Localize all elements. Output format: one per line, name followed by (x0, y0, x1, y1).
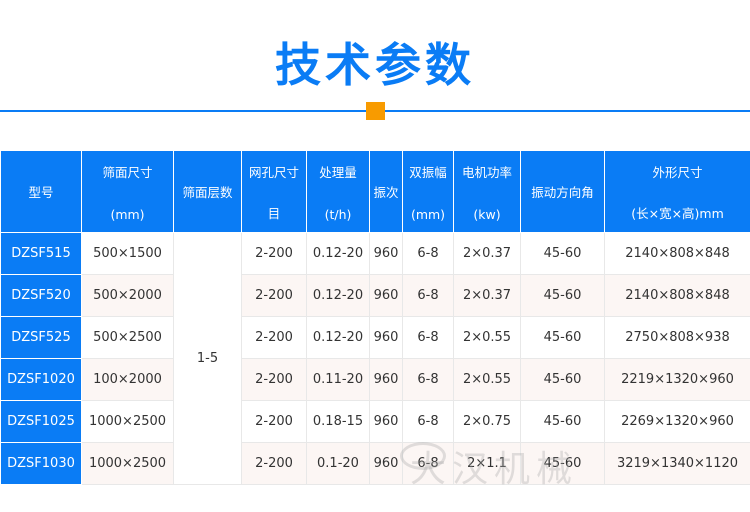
header-frequency: 振次 (369, 150, 403, 233)
layers-cell: 1-5 (173, 232, 242, 485)
header-unit: (kw) (473, 206, 501, 222)
power-cell: 2×0.37 (453, 232, 521, 275)
frequency-cell: 960 (369, 316, 403, 359)
table-row: DZSF515 500×1500 1-5 2-200 0.12-20 960 6-8 2×0.… (0, 232, 750, 485)
power-cell: 2×0.55 (453, 358, 521, 401)
screen-size-cell: 500×1500 (81, 232, 174, 275)
screen-size-cell: 1000×2500 (81, 400, 174, 443)
watermark-logo-icon (400, 442, 446, 470)
page-title: 技术参数 (275, 38, 475, 92)
header-angle: 振动方向角 (520, 150, 605, 233)
mesh-cell: 2-200 (241, 274, 307, 317)
mesh-cell: 2-200 (241, 400, 307, 443)
dimensions-cell: 3219×1340×1120 (604, 442, 750, 485)
header-label: 处理量 (319, 164, 357, 180)
amplitude-cell: 6-8 (402, 316, 454, 359)
header-model: 型号 (0, 150, 82, 233)
model-cell: DZSF520 (0, 274, 82, 317)
capacity-cell: 0.1-20 (306, 442, 370, 485)
mesh-cell: 2-200 (241, 316, 307, 359)
header-mesh: 网孔尺寸目 (241, 150, 307, 233)
mesh-cell: 2-200 (241, 442, 307, 485)
header-label: 电机功率 (461, 164, 512, 180)
power-cell: 2×0.55 (453, 316, 521, 359)
frequency-cell: 960 (369, 442, 403, 485)
table-row: DZSF520 500×2000 2-200 0.12-20 960 6-8 2×0.37 4… (0, 274, 750, 317)
divider-marker (366, 102, 385, 120)
angle-cell: 45-60 (520, 316, 605, 359)
header-row: 型号 筛面尺寸 (mm) 筛面层数 网孔尺寸目 处理量 (t/h) 振次 双振幅 (m… (0, 150, 750, 233)
table-row: DZSF1030 1000×2500 2-200 0.1-20 960 6-8 2×1.1 4… (0, 442, 750, 485)
angle-cell: 45-60 (520, 442, 605, 485)
frequency-cell: 960 (369, 400, 403, 443)
table-row: DZSF1025 1000×2500 2-200 0.18-15 960 6-8 2×0.7… (0, 400, 750, 443)
header-power: 电机功率 (kw) (453, 150, 521, 233)
angle-cell: 45-60 (520, 400, 605, 443)
frequency-cell: 960 (369, 358, 403, 401)
header-label: 筛面尺寸 (102, 164, 153, 180)
frequency-cell: 960 (369, 232, 403, 275)
screen-size-cell: 500×2000 (81, 274, 174, 317)
header-label: 双振幅 (409, 164, 447, 180)
amplitude-cell: 6-8 (402, 274, 454, 317)
spec-table: 型号 筛面尺寸 (mm) 筛面层数 网孔尺寸目 处理量 (t/h) 振次 双振幅 (m… (0, 150, 750, 485)
power-cell: 2×1.1 (453, 442, 521, 485)
model-cell: DZSF515 (0, 232, 82, 275)
header-capacity: 处理量 (t/h) (306, 150, 370, 233)
angle-cell: 45-60 (520, 232, 605, 275)
capacity-cell: 0.18-15 (306, 400, 370, 443)
angle-cell: 45-60 (520, 358, 605, 401)
dimensions-cell: 2219×1320×960 (604, 358, 750, 401)
dimensions-cell: 2750×808×938 (604, 316, 750, 359)
model-cell: DZSF1020 (0, 358, 82, 401)
dimensions-cell: 2140×808×848 (604, 232, 750, 275)
frequency-cell: 960 (369, 274, 403, 317)
capacity-cell: 0.12-20 (306, 232, 370, 275)
header-screen-size: 筛面尺寸 (mm) (81, 150, 174, 233)
model-cell: DZSF1030 (0, 442, 82, 485)
dimensions-cell: 2269×1320×960 (604, 400, 750, 443)
header-unit: (mm) (110, 206, 145, 222)
power-cell: 2×0.37 (453, 274, 521, 317)
amplitude-cell: 6-8 (402, 358, 454, 401)
model-cell: DZSF525 (0, 316, 82, 359)
header-layers: 筛面层数 (173, 150, 242, 233)
header-unit: (长×宽×高)mm (631, 205, 724, 221)
header-label: 外形尺寸 (652, 164, 703, 180)
capacity-cell: 0.12-20 (306, 316, 370, 359)
model-cell: DZSF1025 (0, 400, 82, 443)
header-dimensions: 外形尺寸 (长×宽×高)mm (604, 150, 750, 233)
angle-cell: 45-60 (520, 274, 605, 317)
capacity-cell: 0.12-20 (306, 274, 370, 317)
header-unit: 目 (267, 205, 281, 221)
header-unit: (t/h) (324, 206, 352, 222)
capacity-cell: 0.11-20 (306, 358, 370, 401)
table-row: DZSF525 500×2500 2-200 0.12-20 960 6-8 2×0.55 4… (0, 316, 750, 359)
mesh-cell: 2-200 (241, 358, 307, 401)
header-amplitude: 双振幅 (mm) (402, 150, 454, 233)
header-label: 网孔尺寸 (248, 164, 299, 180)
dimensions-cell: 2140×808×848 (604, 274, 750, 317)
amplitude-cell: 6-8 (402, 232, 454, 275)
mesh-cell: 2-200 (241, 232, 307, 275)
screen-size-cell: 1000×2500 (81, 442, 174, 485)
table-row: DZSF1020 100×2000 2-200 0.11-20 960 6-8 2×0.55… (0, 358, 750, 401)
amplitude-cell: 6-8 (402, 400, 454, 443)
screen-size-cell: 500×2500 (81, 316, 174, 359)
header-unit: (mm) (410, 206, 446, 222)
screen-size-cell: 100×2000 (81, 358, 174, 401)
power-cell: 2×0.75 (453, 400, 521, 443)
